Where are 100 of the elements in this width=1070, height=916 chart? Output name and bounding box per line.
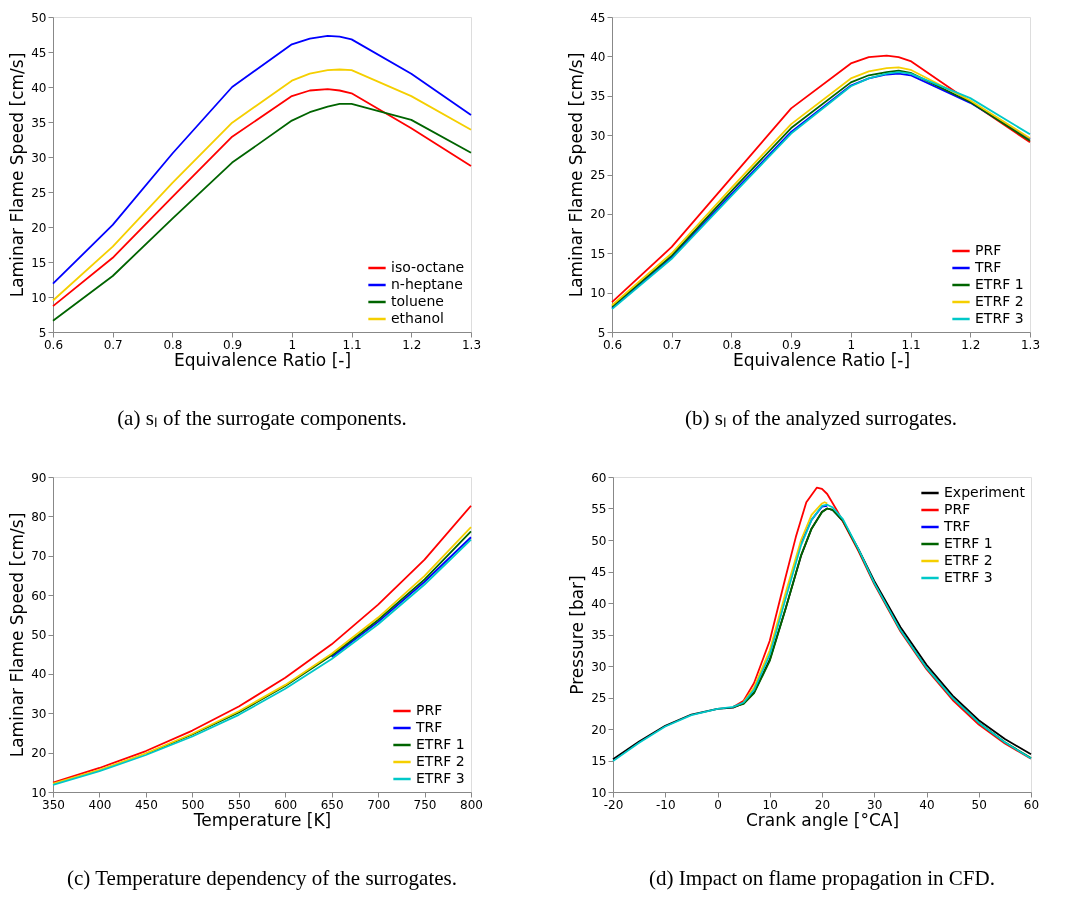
x-tick-label: 40 — [919, 797, 935, 812]
x-tick-label: 1 — [288, 337, 297, 352]
x-tick-label: -20 — [603, 797, 624, 812]
x-tick-label: 30 — [867, 797, 883, 812]
y-tick-label: 50 — [591, 533, 607, 548]
y-tick-label: 20 — [590, 207, 606, 222]
legend-label: TRF — [415, 719, 443, 735]
y-tick-label: 5 — [597, 325, 606, 340]
y-tick-label: 15 — [591, 754, 607, 768]
legend-label: TRF — [974, 259, 1002, 275]
y-tick-label: 30 — [590, 128, 606, 143]
y-axis-title: Laminar Flame Speed [cm/s] — [566, 52, 587, 298]
x-tick-label: 1.1 — [901, 337, 921, 352]
legend-label: n-heptane — [391, 276, 463, 292]
x-tick-label: 0 — [714, 797, 722, 812]
x-tick-label: 0.7 — [103, 337, 123, 352]
y-tick-label: 20 — [31, 746, 47, 761]
y-tick-label: 70 — [31, 549, 47, 564]
text: (d) Impact on flame propagation in CFD. — [649, 866, 995, 890]
x-tick-label: 1.3 — [461, 337, 482, 352]
y-tick-label: 40 — [31, 667, 47, 682]
y-tick-label: 40 — [31, 80, 47, 95]
x-tick-label: 0.9 — [223, 337, 243, 352]
y-tick-label: 50 — [31, 10, 47, 25]
x-tick-label: 1.3 — [1020, 337, 1041, 352]
x-tick-label: 0.8 — [163, 337, 183, 352]
y-tick-label: 40 — [591, 596, 607, 611]
x-tick-label: 0.9 — [782, 337, 802, 352]
y-tick-label: 10 — [31, 785, 47, 800]
y-tick-label: 45 — [31, 45, 47, 60]
x-tick-label: 60 — [1023, 797, 1040, 812]
x-tick-label: 0.8 — [722, 337, 742, 352]
x-axis-title: Equivalence Ratio [-] — [732, 349, 911, 370]
legend-label: ETRF 1 — [416, 736, 465, 752]
y-tick-label: 50 — [31, 628, 47, 642]
legend-label: ETRF 3 — [944, 569, 993, 585]
legend-label: ETRF 2 — [416, 753, 465, 769]
x-tick-label: 350 — [42, 797, 65, 812]
legend-label: ETRF 3 — [416, 770, 465, 786]
x-tick-label: 0.6 — [43, 337, 64, 352]
y-tick-label: 30 — [31, 706, 47, 721]
x-tick-label: 700 — [367, 797, 391, 812]
legend-label: ETRF 3 — [975, 310, 1024, 326]
legend-label: ETRF 2 — [975, 293, 1024, 309]
x-tick-label: 800 — [460, 797, 483, 812]
line-series — [742, 501, 829, 703]
y-tick-label: 10 — [590, 286, 606, 301]
y-tick-label: 5 — [38, 325, 47, 340]
x-tick-label: 50 — [971, 797, 987, 812]
x-tick-label: 1.2 — [961, 337, 981, 352]
y-tick-label: 80 — [31, 509, 47, 524]
line-series — [330, 536, 472, 658]
x-tick-label: 1 — [847, 337, 856, 352]
x-tick-label: 550 — [227, 797, 251, 812]
y-tick-label: 30 — [591, 659, 607, 674]
text: (b) sₗ of the analyzed surrogates. — [684, 406, 958, 430]
x-tick-label: 10 — [762, 797, 778, 812]
x-tick-label: 1.1 — [342, 337, 362, 352]
y-axis-title: Laminar Flame Speed [cm/s] — [7, 512, 28, 758]
x-tick-label: 0.7 — [662, 337, 682, 352]
x-axis-title: Temperature [K] — [192, 809, 332, 830]
legend-label: toluene — [391, 293, 444, 309]
legend-label: PRF — [975, 242, 1002, 258]
y-tick-label: 20 — [31, 220, 47, 235]
y-tick-label: 20 — [591, 722, 607, 737]
y-tick-label: 10 — [31, 290, 47, 305]
legend-label: TRF — [943, 518, 971, 534]
legend-label: PRF — [944, 501, 971, 517]
text: (a) sₗ of the surrogate components. — [117, 406, 407, 430]
legend-label: Experiment — [944, 484, 1026, 500]
y-tick-label: 15 — [590, 246, 606, 261]
legend-label: ETRF 1 — [944, 535, 993, 551]
y-axis-title: Pressure [bar] — [567, 575, 588, 695]
legend-label: ethanol — [391, 310, 444, 326]
y-tick-label: 45 — [590, 10, 606, 25]
x-tick-label: 750 — [413, 797, 437, 812]
y-axis-title: Laminar Flame Speed [cm/s] — [7, 52, 28, 298]
y-tick-label: 25 — [591, 691, 607, 705]
legend-label: ETRF 2 — [944, 552, 993, 568]
x-tick-label: 650 — [320, 797, 344, 812]
x-tick-label: 20 — [814, 797, 831, 812]
x-tick-label: 1.2 — [402, 337, 422, 352]
x-axis-title: Equivalence Ratio [-] — [173, 349, 352, 370]
x-axis-title: Crank angle [°CA] — [745, 809, 900, 830]
y-tick-label: 35 — [31, 115, 47, 130]
y-tick-label: 60 — [31, 588, 47, 603]
legend-label: PRF — [416, 702, 443, 718]
x-tick-label: -10 — [655, 797, 676, 812]
x-tick-label: 400 — [88, 797, 112, 812]
y-tick-label: 15 — [31, 255, 47, 270]
text: (c) Temperature dependency of the surrogates. — [67, 866, 457, 890]
y-tick-label: 30 — [31, 150, 47, 165]
y-tick-label: 35 — [590, 89, 606, 104]
y-tick-label: 40 — [590, 49, 606, 64]
y-tick-label: 25 — [590, 168, 606, 182]
y-tick-label: 90 — [31, 470, 47, 485]
y-tick-label: 35 — [591, 628, 607, 642]
x-tick-label: 0.6 — [602, 337, 623, 352]
x-tick-label: 450 — [134, 797, 158, 812]
x-tick-label: 600 — [274, 797, 298, 812]
